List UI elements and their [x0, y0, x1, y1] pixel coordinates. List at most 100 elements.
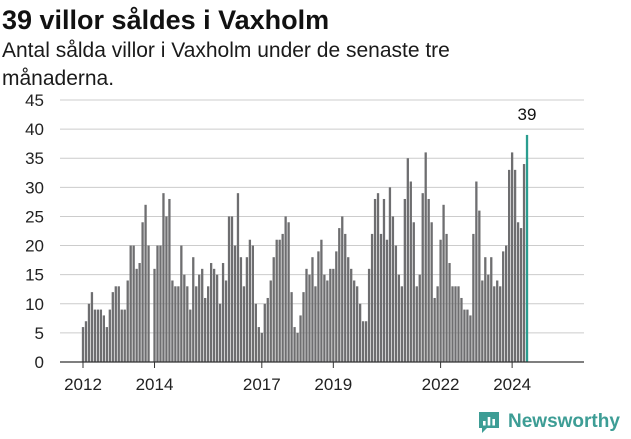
bar	[350, 268, 353, 362]
bar	[338, 228, 341, 362]
bar	[490, 257, 493, 362]
bar	[370, 233, 374, 362]
bar	[114, 286, 117, 362]
bar	[379, 233, 383, 362]
bar	[230, 216, 234, 362]
bar	[505, 245, 508, 362]
bar	[493, 286, 496, 362]
y-tick-label: 10	[25, 295, 44, 314]
y-axis-labels: 0 5 10 15 20 25 30 35 40 45	[25, 91, 44, 372]
bar	[341, 216, 344, 362]
x-axis	[60, 361, 584, 368]
bar	[427, 198, 430, 362]
bar	[510, 152, 514, 362]
bar	[409, 181, 412, 362]
bar	[272, 257, 275, 362]
bar	[391, 216, 395, 362]
bar	[141, 222, 144, 362]
bar	[472, 233, 475, 362]
newsworthy-icon	[479, 412, 499, 433]
bar	[248, 239, 252, 362]
bar	[251, 245, 255, 362]
bar	[496, 280, 499, 362]
bar	[397, 274, 401, 362]
bar	[102, 315, 106, 362]
bar	[347, 257, 350, 362]
bar	[373, 198, 377, 362]
bar	[87, 303, 91, 362]
bar	[233, 245, 237, 362]
x-tick-label: 2019	[314, 375, 352, 394]
bar	[269, 280, 272, 362]
bar	[460, 297, 463, 362]
bar	[293, 327, 296, 362]
bar	[484, 257, 487, 362]
bar	[281, 233, 284, 362]
bar	[209, 263, 213, 362]
bar	[186, 286, 189, 362]
y-tick-label: 30	[25, 178, 44, 197]
bar	[138, 263, 141, 362]
bar	[162, 193, 165, 362]
x-tick-label: 2014	[136, 375, 174, 394]
bar	[424, 152, 427, 362]
bar	[236, 193, 240, 362]
bar	[254, 303, 257, 362]
bar	[367, 268, 371, 362]
bar	[168, 198, 171, 362]
highlight-label: 39	[518, 105, 537, 124]
bar	[90, 292, 94, 362]
x-tick-label: 2022	[422, 375, 460, 394]
bar	[129, 245, 132, 362]
bar	[290, 292, 293, 362]
bar	[361, 321, 365, 362]
bar	[195, 286, 198, 362]
bar	[442, 204, 445, 362]
bar	[147, 245, 150, 362]
bar	[135, 268, 138, 362]
bar	[117, 286, 120, 362]
bars: 39	[81, 105, 537, 362]
y-tick-label: 45	[25, 91, 44, 110]
bar	[433, 297, 436, 362]
bar	[204, 297, 207, 362]
bar	[275, 239, 278, 362]
bar	[478, 210, 481, 362]
newsworthy-logo[interactable]: Newsworthy	[476, 408, 620, 436]
bar	[183, 274, 186, 362]
bar	[385, 239, 389, 362]
bar	[457, 286, 460, 362]
bar	[239, 257, 243, 362]
bar	[317, 251, 320, 362]
bar	[287, 222, 290, 362]
bar	[192, 257, 195, 362]
bar	[215, 274, 219, 362]
y-tick-label: 0	[35, 353, 44, 372]
bar	[111, 292, 114, 362]
bar	[502, 251, 505, 362]
bar	[332, 268, 335, 362]
bar	[353, 280, 356, 362]
bar	[421, 193, 424, 362]
bar	[99, 309, 103, 362]
bar	[198, 274, 201, 362]
bar	[218, 303, 222, 362]
bar	[201, 268, 204, 362]
bar	[299, 315, 302, 362]
bar	[400, 286, 404, 362]
bar	[335, 251, 338, 362]
bar	[93, 309, 97, 362]
bar	[144, 204, 147, 362]
bar	[388, 187, 392, 362]
y-tick-label: 40	[25, 120, 44, 139]
bar	[311, 257, 314, 362]
y-tick-label: 15	[25, 266, 44, 285]
bar	[382, 198, 386, 362]
bar	[519, 228, 523, 362]
bar	[263, 303, 266, 362]
bar	[284, 216, 287, 362]
bar	[120, 309, 123, 362]
bar	[358, 303, 362, 362]
bar	[323, 274, 326, 362]
